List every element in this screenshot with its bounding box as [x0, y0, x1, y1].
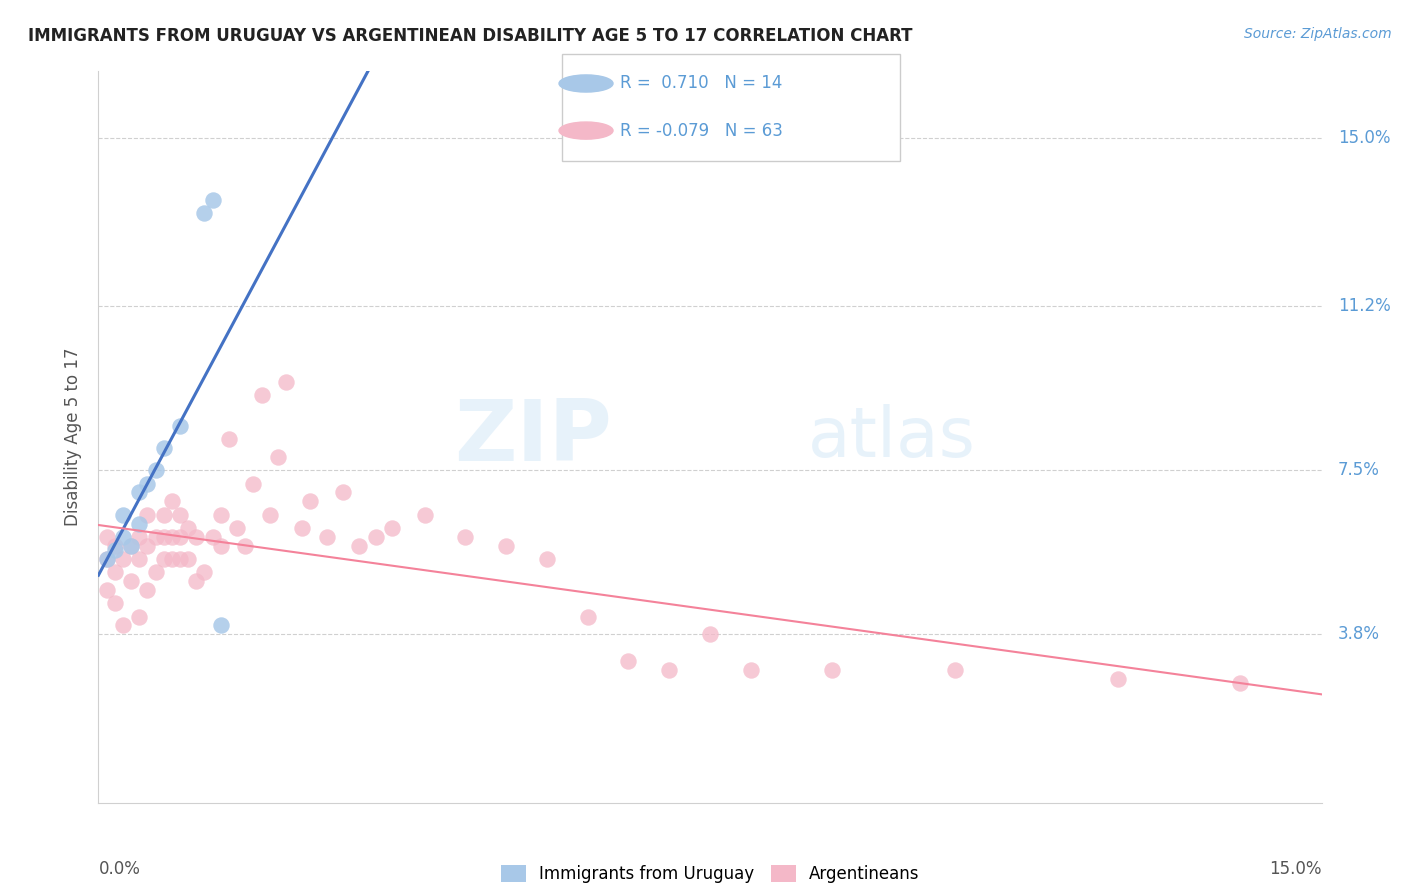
Point	[364, 530, 387, 544]
Point	[381, 521, 404, 535]
Point	[299, 494, 322, 508]
Text: 15.0%: 15.0%	[1339, 128, 1391, 147]
Point	[145, 566, 167, 580]
Point	[128, 516, 150, 531]
Point	[209, 539, 232, 553]
Point	[209, 508, 232, 522]
Text: IMMIGRANTS FROM URUGUAY VS ARGENTINEAN DISABILITY AGE 5 TO 17 CORRELATION CHART: IMMIGRANTS FROM URUGUAY VS ARGENTINEAN D…	[28, 27, 912, 45]
Point	[413, 508, 436, 522]
Point	[152, 552, 174, 566]
Text: atlas: atlas	[808, 403, 976, 471]
Point	[536, 552, 558, 566]
Point	[699, 627, 721, 641]
Point	[332, 485, 354, 500]
Point	[120, 539, 142, 553]
Point	[111, 530, 134, 544]
Point	[104, 596, 127, 610]
Point	[201, 193, 224, 207]
Point	[104, 543, 127, 558]
Point	[136, 476, 159, 491]
Point	[160, 552, 183, 566]
Point	[160, 494, 183, 508]
Circle shape	[560, 122, 613, 139]
Text: R =  0.710   N = 14: R = 0.710 N = 14	[620, 75, 782, 93]
Point	[267, 450, 290, 464]
Point	[152, 530, 174, 544]
Text: 0.0%: 0.0%	[98, 861, 141, 879]
Point	[136, 539, 159, 553]
Point	[495, 539, 517, 553]
Point	[104, 566, 127, 580]
Point	[152, 508, 174, 522]
Point	[111, 618, 134, 632]
Point	[1229, 676, 1251, 690]
Y-axis label: Disability Age 5 to 17: Disability Age 5 to 17	[65, 348, 83, 526]
Point	[128, 609, 150, 624]
Point	[233, 539, 256, 553]
Point	[169, 552, 191, 566]
Point	[128, 552, 150, 566]
Point	[186, 530, 208, 544]
Point	[274, 375, 297, 389]
Point	[250, 388, 273, 402]
Point	[201, 530, 224, 544]
Point	[111, 552, 134, 566]
Point	[291, 521, 314, 535]
Point	[193, 206, 215, 220]
Point	[177, 521, 200, 535]
Text: Source: ZipAtlas.com: Source: ZipAtlas.com	[1244, 27, 1392, 41]
Point	[1107, 672, 1129, 686]
Text: 3.8%: 3.8%	[1339, 625, 1379, 643]
Point	[111, 508, 134, 522]
Point	[576, 609, 599, 624]
Point	[136, 582, 159, 597]
Point	[96, 530, 118, 544]
Point	[349, 539, 371, 553]
Point	[193, 566, 215, 580]
Text: R = -0.079   N = 63: R = -0.079 N = 63	[620, 121, 783, 139]
Text: 11.2%: 11.2%	[1339, 297, 1391, 315]
Point	[128, 530, 150, 544]
Point	[259, 508, 281, 522]
Point	[658, 663, 681, 677]
Point	[218, 432, 240, 446]
Point	[96, 552, 118, 566]
Point	[209, 618, 232, 632]
Text: 7.5%: 7.5%	[1339, 461, 1379, 479]
Point	[177, 552, 200, 566]
Point	[186, 574, 208, 589]
Point	[617, 654, 640, 668]
Point	[226, 521, 249, 535]
Point	[315, 530, 337, 544]
Text: 15.0%: 15.0%	[1270, 861, 1322, 879]
Legend: Immigrants from Uruguay, Argentineans: Immigrants from Uruguay, Argentineans	[494, 858, 927, 889]
Point	[136, 508, 159, 522]
Point	[120, 574, 142, 589]
Point	[160, 530, 183, 544]
Point	[120, 539, 142, 553]
Point	[821, 663, 844, 677]
Point	[169, 530, 191, 544]
Point	[169, 419, 191, 434]
Point	[943, 663, 966, 677]
Point	[145, 530, 167, 544]
Point	[128, 485, 150, 500]
Point	[145, 463, 167, 477]
Point	[740, 663, 762, 677]
Point	[104, 539, 127, 553]
Point	[454, 530, 477, 544]
Point	[152, 441, 174, 455]
Point	[169, 508, 191, 522]
Point	[96, 582, 118, 597]
Circle shape	[560, 75, 613, 92]
Point	[96, 552, 118, 566]
Text: ZIP: ZIP	[454, 395, 612, 479]
Point	[242, 476, 264, 491]
